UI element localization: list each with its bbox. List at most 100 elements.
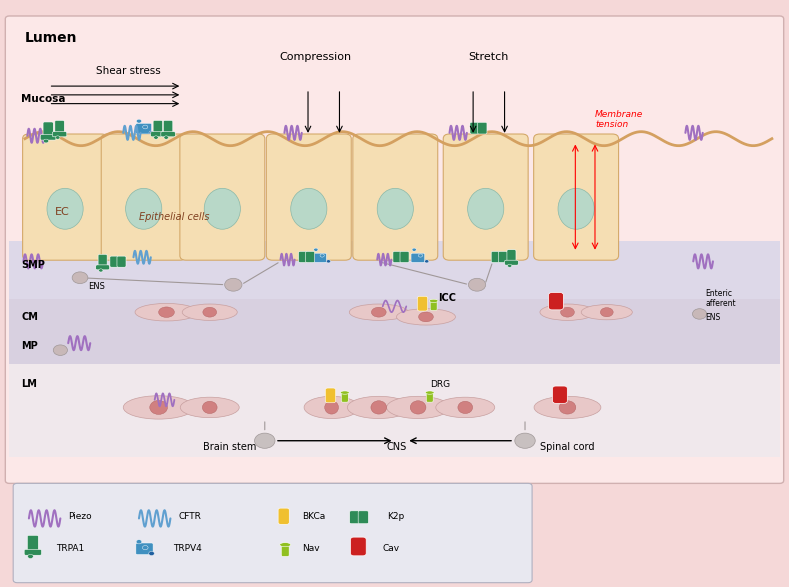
Ellipse shape [159,307,174,318]
Text: LM: LM [21,379,37,389]
Ellipse shape [182,304,237,321]
Text: ICC: ICC [438,292,456,302]
Circle shape [424,260,429,263]
Circle shape [225,278,242,291]
FancyBboxPatch shape [98,254,107,267]
Text: Nav: Nav [301,544,320,554]
FancyBboxPatch shape [430,300,437,311]
FancyBboxPatch shape [499,251,507,262]
FancyBboxPatch shape [136,123,151,134]
Circle shape [314,248,318,251]
Ellipse shape [125,188,162,230]
Circle shape [514,433,535,448]
Ellipse shape [372,307,386,317]
FancyBboxPatch shape [552,386,567,403]
FancyBboxPatch shape [117,256,126,267]
Ellipse shape [135,303,198,321]
Ellipse shape [180,397,239,417]
FancyBboxPatch shape [23,134,107,260]
Ellipse shape [347,396,410,419]
FancyBboxPatch shape [24,549,42,555]
FancyBboxPatch shape [282,544,289,556]
Text: Stretch: Stretch [469,52,509,62]
FancyBboxPatch shape [492,251,500,262]
Circle shape [693,309,707,319]
Ellipse shape [559,401,576,414]
Ellipse shape [425,391,434,394]
Text: DRG: DRG [430,380,450,389]
Text: K2p: K2p [387,512,404,521]
Ellipse shape [600,308,613,317]
Ellipse shape [304,396,359,419]
Text: Enteric
afferent: Enteric afferent [705,289,735,308]
FancyBboxPatch shape [6,16,783,483]
FancyBboxPatch shape [411,253,424,262]
Ellipse shape [540,304,595,321]
Text: Lumen: Lumen [25,31,77,45]
Ellipse shape [534,396,601,419]
Circle shape [255,433,275,448]
Text: SMP: SMP [21,261,45,271]
Ellipse shape [47,188,83,230]
FancyBboxPatch shape [400,251,409,262]
Ellipse shape [203,307,217,317]
FancyBboxPatch shape [55,120,64,134]
Circle shape [507,264,512,267]
Circle shape [43,139,49,143]
Ellipse shape [371,401,387,414]
Ellipse shape [410,401,426,414]
Text: Piezo: Piezo [68,512,92,521]
FancyBboxPatch shape [52,131,67,137]
Ellipse shape [387,396,450,419]
FancyBboxPatch shape [151,131,165,137]
FancyBboxPatch shape [279,508,290,524]
FancyBboxPatch shape [548,292,563,310]
Bar [9,241,780,299]
FancyBboxPatch shape [443,134,528,260]
Text: TRPV4: TRPV4 [173,544,201,554]
Text: Mucosa: Mucosa [21,94,65,104]
FancyBboxPatch shape [136,543,153,555]
Text: Spinal cord: Spinal cord [540,442,595,452]
FancyBboxPatch shape [505,260,518,265]
Text: Shear stress: Shear stress [95,66,160,76]
Text: Compression: Compression [280,52,352,62]
Circle shape [469,278,486,291]
Circle shape [72,272,88,284]
Ellipse shape [419,312,433,322]
FancyBboxPatch shape [40,134,56,140]
FancyBboxPatch shape [312,253,327,262]
Ellipse shape [458,402,473,414]
FancyBboxPatch shape [470,122,480,134]
FancyBboxPatch shape [28,535,39,552]
Text: Cav: Cav [383,544,400,554]
FancyBboxPatch shape [417,296,428,311]
Text: Epithelial cells: Epithelial cells [139,212,210,222]
FancyBboxPatch shape [267,134,351,260]
Ellipse shape [468,188,504,230]
Text: EC: EC [55,207,70,217]
Circle shape [164,136,168,139]
Text: CFTR: CFTR [178,512,201,521]
Text: CM: CM [21,312,38,322]
Bar [9,363,780,457]
FancyBboxPatch shape [325,388,335,403]
FancyBboxPatch shape [110,256,119,267]
FancyBboxPatch shape [180,134,265,260]
Text: MP: MP [21,341,38,351]
Circle shape [99,269,103,272]
Circle shape [136,119,141,123]
Circle shape [136,539,142,544]
Text: BKCa: BKCa [301,512,325,521]
FancyBboxPatch shape [13,483,532,583]
FancyBboxPatch shape [507,249,516,262]
Text: ENS: ENS [88,282,105,291]
Circle shape [327,260,331,263]
FancyBboxPatch shape [358,511,368,524]
Ellipse shape [436,397,495,417]
FancyBboxPatch shape [426,392,433,402]
Ellipse shape [396,309,455,325]
Circle shape [320,254,324,257]
Circle shape [412,248,417,251]
FancyBboxPatch shape [43,122,54,137]
